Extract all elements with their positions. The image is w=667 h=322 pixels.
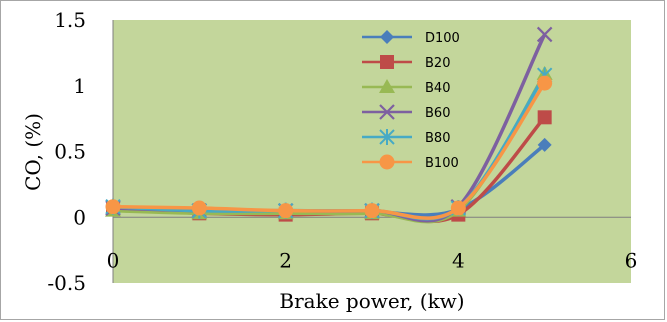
legend-marker [380, 55, 394, 69]
point-b100 [537, 75, 553, 91]
point-b100 [191, 200, 207, 216]
legend-item-b40: B40 [362, 79, 450, 96]
legend-item-d100: D100 [362, 30, 460, 46]
legend-label: D100 [425, 31, 460, 46]
x-axis-title: Brake power, (kw) [279, 289, 464, 313]
point-b60 [536, 26, 553, 43]
legend-item-b80: B80 [362, 129, 450, 146]
series-lines [105, 26, 553, 224]
x-tick-label: 2 [279, 248, 292, 272]
legend-label: B80 [425, 131, 450, 146]
legend-marker [379, 154, 395, 170]
x-tick-label: 4 [452, 248, 465, 272]
legend-label: B20 [425, 56, 450, 71]
legend-marker [379, 104, 395, 120]
legend-item-b20: B20 [362, 55, 450, 71]
point-b100 [450, 200, 466, 216]
series-b100 [105, 75, 553, 220]
y-tick-label: 1.5 [54, 8, 86, 32]
legend-marker [379, 79, 395, 93]
legend-marker [380, 30, 394, 44]
plot-area [113, 20, 631, 283]
y-axis-title: CO, (%) [21, 113, 45, 191]
tick-labels: -0.5 0 0.5 1 1.5 0 2 4 6 [47, 8, 637, 295]
legend-label: B100 [425, 156, 459, 171]
legend-marker [379, 129, 395, 145]
point-b20 [537, 110, 552, 125]
legend-item-b60: B60 [362, 104, 450, 121]
y-tick-label: 0.5 [54, 140, 86, 164]
y-tick-label: 0 [73, 205, 86, 229]
point-d100 [537, 137, 552, 152]
legend-label: B60 [425, 106, 450, 121]
x-tick-label: 0 [107, 248, 120, 272]
y-tick-label: -0.5 [47, 271, 86, 295]
point-b100 [105, 199, 121, 215]
legend: D100 B20 B40 B60 B80 B100 [362, 30, 460, 171]
point-b100 [278, 203, 294, 219]
legend-item-b100: B100 [362, 154, 459, 171]
legend-label: B40 [425, 81, 450, 96]
y-tick-label: 1 [73, 74, 86, 98]
point-b100 [364, 203, 380, 219]
x-tick-label: 6 [625, 248, 638, 272]
